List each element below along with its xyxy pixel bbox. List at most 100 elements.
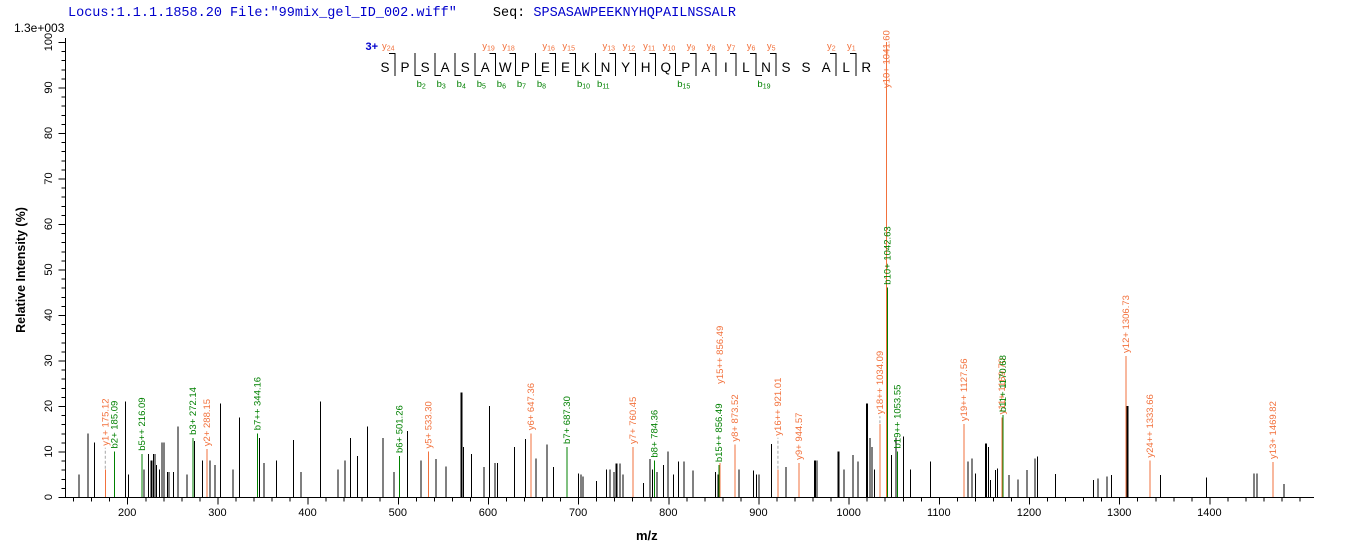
y-tick-label: 100 [43, 33, 55, 51]
peak-label: y15++ 856.49 [715, 326, 726, 384]
x-tick-label: 1100 [927, 507, 951, 519]
residue: A [822, 60, 831, 75]
fragment-ion-label: y8 [707, 41, 716, 53]
peak-label: b11+ 1170.68 [998, 355, 1009, 412]
fragment-ion-label: b4 [457, 79, 466, 91]
residue: E [541, 60, 550, 75]
x-tick-label: 1300 [1107, 507, 1131, 519]
y-tick-label: 80 [43, 127, 55, 139]
y-tick-label: 20 [43, 400, 55, 412]
fragment-ion-label: y19 [482, 41, 495, 53]
x-tick-label: 300 [208, 507, 226, 519]
y-tick-label: 0 [43, 494, 55, 500]
peak-label: y7+ 760.45 [628, 397, 639, 444]
precursor-charge: 3+ [365, 41, 378, 53]
peak-labels: y1+ 175.12 y2+ 288.15 y5+ 533.30 y6+ 647.36… [100, 30, 1279, 497]
residue: Y [621, 60, 630, 75]
peak-label: y5+ 533.30 [423, 401, 434, 448]
peak-label: b10+ 1042.63 [883, 226, 894, 284]
peak-label: y8+ 873.52 [730, 394, 741, 441]
y-tick-label: 90 [43, 81, 55, 93]
base-peak-intensity: 1.3e+003 [14, 21, 65, 35]
x-tick-label: 1400 [1197, 507, 1221, 519]
tick-labels: 0 10 20 30 40 50 60 70 80 90 100 200 300 400 500 600 700… [43, 33, 1222, 519]
x-tick-label: 500 [389, 507, 407, 519]
fragment-ion-label: y18 [502, 41, 515, 53]
y-tick-label: 60 [43, 218, 55, 230]
fragment-ion-label: b19 [757, 79, 770, 91]
fragment-ion-label: y11 [643, 41, 655, 53]
x-tick-label: 600 [479, 507, 497, 519]
fragment-ion-label: b5 [477, 79, 486, 91]
fragment-ion-label: b15 [677, 79, 690, 91]
residue: S [781, 60, 790, 75]
x-tick-label: 900 [749, 507, 767, 519]
y-axis-title: Relative Intensity (%) [14, 207, 28, 333]
peak-label: b7++ 344.16 [253, 377, 264, 430]
x-axis-title: m/z [636, 528, 658, 543]
fragment-ion-label: y7 [727, 41, 736, 53]
residue: A [481, 60, 490, 75]
residue: N [761, 60, 771, 75]
peak-label: b2+ 185.09 [109, 401, 120, 449]
fragment-ion-label: y10 [663, 41, 676, 53]
locus-file-text: Locus:1.1.1.1858.20 File:"99mix_gel_ID_0… [68, 6, 457, 21]
fragment-ion-label: y13 [603, 41, 616, 53]
fragment-ion-label: b6 [497, 79, 506, 91]
residue: W [499, 60, 512, 75]
y-tick-label: 70 [43, 172, 55, 184]
x-tick-label: 400 [298, 507, 316, 519]
peak-label: y2+ 288.15 [202, 399, 213, 446]
peak-label: y16++ 921.01 [773, 378, 784, 436]
residue: S [461, 60, 470, 75]
peak-label: b3+ 272.14 [188, 387, 199, 435]
peaks [78, 392, 1285, 497]
residue: L [742, 60, 750, 75]
x-tick-label: 800 [659, 507, 677, 519]
peak-label: b5++ 216.09 [137, 397, 148, 450]
peak-label: y19++ 1127.56 [959, 359, 970, 422]
y-tick-label: 40 [43, 309, 55, 321]
fragment-ion-label: b10 [577, 79, 590, 91]
y-tick-label: 50 [43, 263, 55, 275]
fragment-ion-label: y12 [623, 41, 636, 53]
peak-label: y10+ 1041.60 [882, 30, 893, 88]
x-tick-label: 200 [118, 507, 136, 519]
residue: I [724, 60, 728, 75]
fragment-ion-label: y6 [747, 41, 756, 53]
residue: R [861, 60, 871, 75]
fragment-ion-label: y15 [562, 41, 575, 53]
residue: S [421, 60, 430, 75]
fragment-ion-label: y24 [382, 41, 395, 53]
sequence-text: SPSASAWPEEKNYHQPAILNSSALR [533, 6, 736, 21]
residue: S [380, 60, 389, 75]
residue: A [441, 60, 450, 75]
fragment-ion-label: y2 [827, 41, 836, 53]
peak-label: y6+ 647.36 [526, 383, 537, 430]
peak-label: b6+ 501.26 [394, 405, 405, 453]
axes [58, 38, 1314, 505]
peak-label: y24++ 1333.66 [1145, 394, 1156, 457]
fragment-ion-label: y1 [847, 41, 856, 53]
y-tick-label: 30 [43, 354, 55, 366]
fragment-ion-label: b11 [597, 79, 610, 91]
peak-label: b7+ 687.30 [562, 396, 573, 444]
residue: A [701, 60, 710, 75]
peak-label: b19++ 1053.55 [892, 385, 903, 449]
residue: Q [660, 60, 671, 75]
peak-label: y1+ 175.12 [100, 398, 111, 445]
residue: K [581, 60, 590, 75]
fragment-ion-label: b2 [417, 79, 426, 91]
residue: E [561, 60, 570, 75]
x-tick-label: 1000 [836, 507, 860, 519]
fragment-ion-label: y5 [767, 41, 776, 53]
residue: P [521, 60, 530, 75]
fragment-ion-label: y16 [542, 41, 555, 53]
peak-label: y9+ 944.57 [794, 413, 805, 460]
x-tick-label: 1200 [1017, 507, 1041, 519]
peak-label: y11+ 1169.70 [997, 358, 1008, 414]
x-tick-label: 700 [569, 507, 587, 519]
residue: P [681, 60, 690, 75]
